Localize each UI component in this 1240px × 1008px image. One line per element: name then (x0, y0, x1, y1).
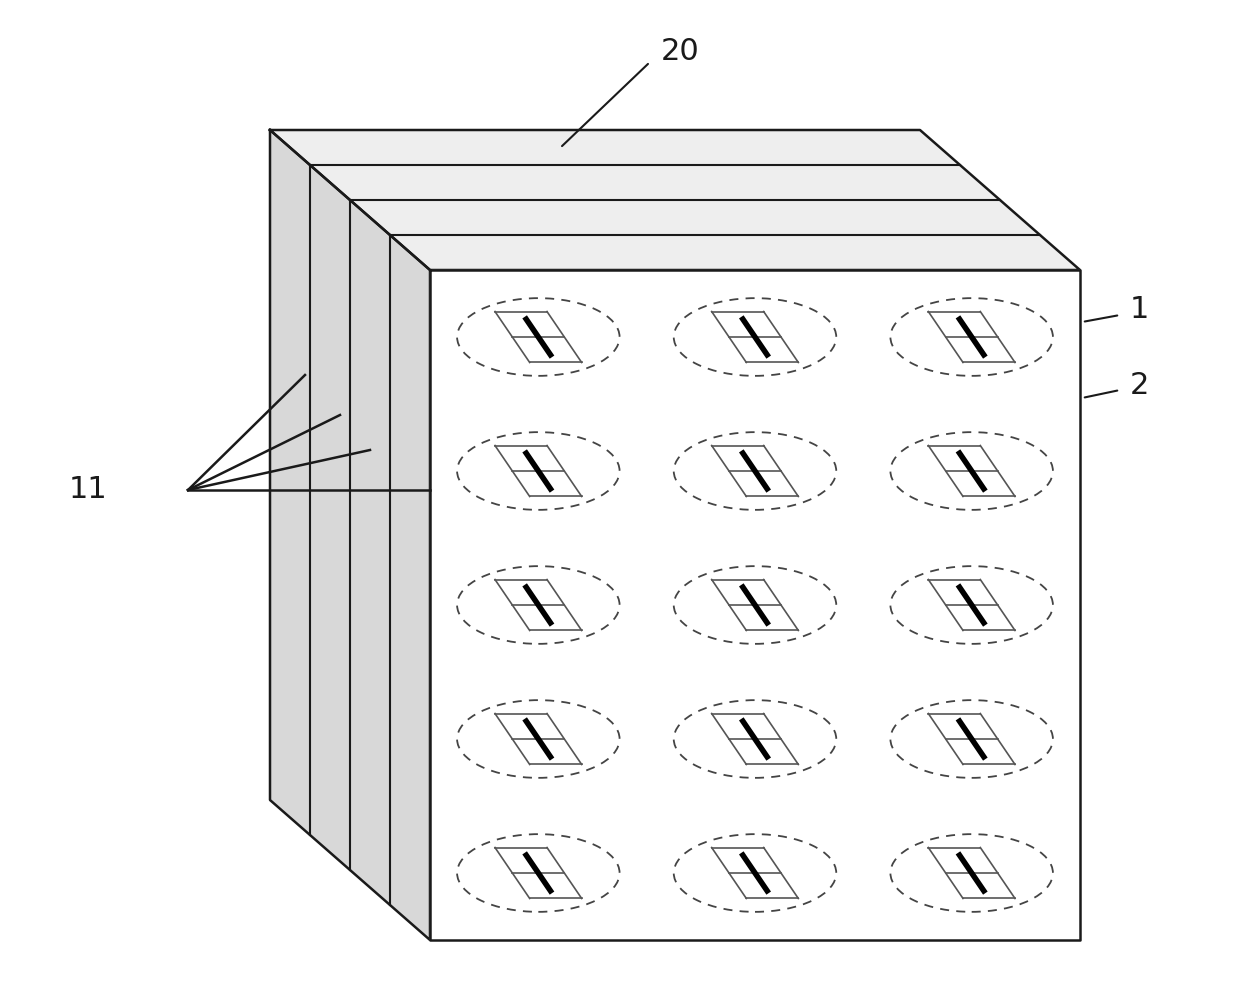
Polygon shape (270, 130, 1080, 270)
Text: 2: 2 (1130, 371, 1149, 399)
Polygon shape (270, 130, 430, 940)
Text: 20: 20 (661, 37, 699, 67)
Text: 11: 11 (68, 476, 108, 504)
Text: 1: 1 (1130, 295, 1149, 325)
Polygon shape (430, 270, 1080, 940)
